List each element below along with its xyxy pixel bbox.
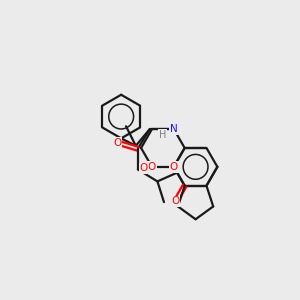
Text: O: O [171, 196, 179, 206]
Text: N: N [170, 124, 178, 134]
Text: O: O [140, 164, 148, 173]
Text: O: O [170, 162, 178, 172]
Text: H: H [159, 130, 167, 140]
Text: O: O [148, 162, 156, 172]
Text: O: O [113, 138, 122, 148]
